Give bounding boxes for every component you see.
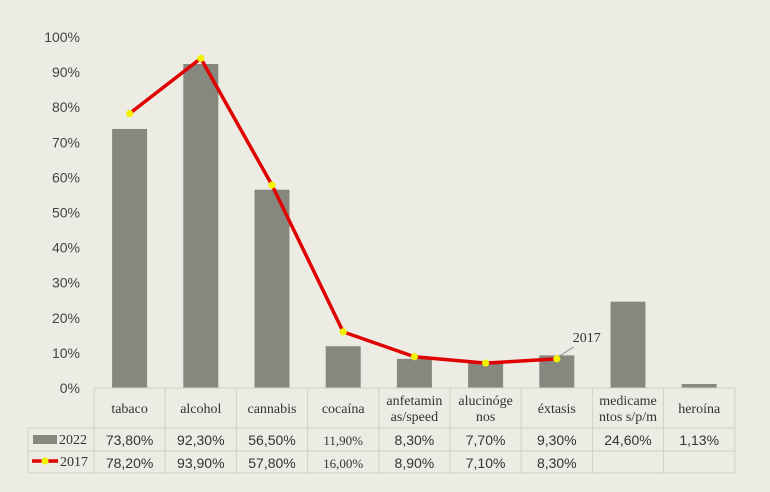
cell-2022: 24,60% xyxy=(604,432,651,448)
legend-key-2017-marker xyxy=(41,457,49,465)
bar-2022 xyxy=(112,128,148,388)
category-label: anfetamin as/speed xyxy=(386,394,442,425)
bar-2022 xyxy=(183,64,219,388)
cell-2017: 16,00% xyxy=(323,456,363,471)
cell-2017: 93,90% xyxy=(177,455,224,471)
cell-2022: 56,50% xyxy=(248,432,295,448)
y-tick-label: 90% xyxy=(52,64,80,80)
point-2017 xyxy=(197,54,205,63)
point-2017 xyxy=(339,328,347,336)
annotations: 2017 xyxy=(559,331,601,357)
cell-2022: 73,80% xyxy=(106,432,153,448)
point-2017 xyxy=(410,353,418,361)
point-2017 xyxy=(126,109,134,118)
cell-2017: 8,90% xyxy=(395,455,435,471)
category-label: tabaco xyxy=(111,402,148,417)
cell-2017: 78,20% xyxy=(106,455,153,471)
cell-2022: 9,30% xyxy=(537,432,577,448)
legend-label-2017: 2017 xyxy=(60,455,88,470)
line-2017 xyxy=(126,54,561,367)
bar-2022 xyxy=(325,346,361,388)
cell-2022: 1,13% xyxy=(679,432,719,448)
annotation-label: 2017 xyxy=(573,331,601,346)
category-label: alucinóge nos xyxy=(458,394,512,425)
data-table: tabaco alcohol cannabis cocaína anfetamin as/… xyxy=(27,387,736,474)
category-label: éxtasis xyxy=(538,402,576,417)
category-label: medicame ntos s/p/m xyxy=(599,394,657,425)
y-tick-label: 30% xyxy=(52,275,80,291)
cell-2017: 7,10% xyxy=(466,455,506,471)
category-label: cannabis xyxy=(248,402,297,417)
y-tick-label: 60% xyxy=(52,169,80,185)
y-tick-label: 70% xyxy=(52,134,80,150)
cell-2022: 8,30% xyxy=(395,432,435,448)
legend-key-2022 xyxy=(33,435,57,444)
y-axis: 0% 10% 20% 30% 40% 50% 60% 70% 80% 90% 100% xyxy=(44,29,80,396)
bar-2022 xyxy=(254,189,290,388)
point-2017 xyxy=(268,181,276,189)
bar-2022 xyxy=(396,358,432,388)
y-tick-label: 10% xyxy=(52,345,80,361)
category-label: cocaína xyxy=(322,402,366,417)
category-label: alcohol xyxy=(180,402,221,417)
cell-2022: 11,90% xyxy=(323,433,363,448)
bar-2022 xyxy=(610,301,646,388)
cell-2017: 57,80% xyxy=(248,455,295,471)
y-tick-label: 40% xyxy=(52,240,80,256)
y-tick-label: 20% xyxy=(52,310,80,326)
bars-2022 xyxy=(112,64,717,388)
y-tick-label: 0% xyxy=(60,380,80,396)
y-tick-label: 80% xyxy=(52,99,80,115)
point-2017 xyxy=(482,359,490,367)
category-label: heroína xyxy=(678,402,721,417)
legend-label-2022: 2022 xyxy=(59,433,87,448)
y-tick-label: 50% xyxy=(52,205,80,221)
cell-2022: 7,70% xyxy=(466,432,506,448)
cell-2022: 92,30% xyxy=(177,432,224,448)
annotation-leader xyxy=(559,346,575,357)
y-tick-label: 100% xyxy=(44,29,80,45)
cell-2017: 8,30% xyxy=(537,455,577,471)
bar-2022 xyxy=(681,384,717,388)
point-2017 xyxy=(553,355,561,363)
